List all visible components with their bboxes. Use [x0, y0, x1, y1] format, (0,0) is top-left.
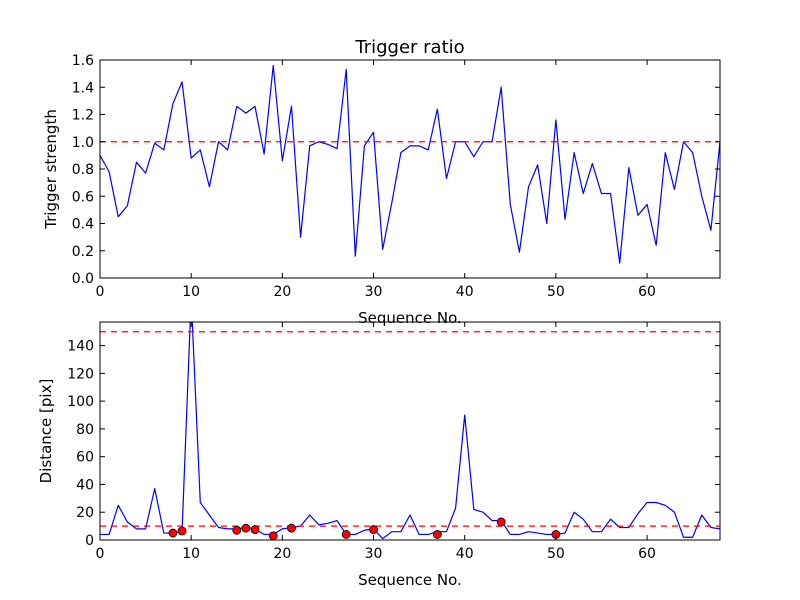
x-tick-label: 40	[456, 546, 474, 562]
marker-point	[287, 523, 296, 533]
y-tick-label: 0.0	[72, 271, 94, 287]
marker-point	[177, 526, 187, 536]
x-tick-label: 40	[456, 284, 474, 300]
y-tick-label: 140	[67, 339, 94, 355]
x-tick-label: 20	[273, 284, 291, 300]
trigger-ratio-chart: 0 10 20 30 40 50 60 0.0 0.2 0.4 0.6 0.8 1.0 1.2 1.4 1.…	[42, 37, 721, 327]
marker-point	[268, 531, 278, 541]
series-line	[100, 64, 720, 264]
marker-point	[496, 517, 506, 527]
plot-frame	[99, 321, 721, 541]
chart-title: Trigger ratio	[354, 37, 464, 58]
y-tick-label: 1.2	[72, 108, 94, 124]
marker-point	[232, 525, 242, 535]
y-tick-label: 80	[76, 422, 94, 438]
y-tick-label: 120	[67, 366, 94, 382]
y-tick-label: 20	[76, 505, 94, 521]
x-tick-label: 0	[96, 284, 105, 300]
marker-point	[168, 528, 178, 538]
y-tick-label: 0.4	[72, 217, 94, 233]
x-tick-label: 50	[547, 284, 565, 300]
y-axis-label: Trigger strength	[42, 109, 60, 230]
x-tick-label: 60	[638, 546, 656, 562]
y-tick-label: 40	[76, 477, 94, 493]
y-tick-label: 0.8	[72, 162, 94, 178]
x-tick-label: 0	[96, 546, 105, 562]
x-tick-label: 60	[638, 284, 656, 300]
y-tick-label: 0.6	[72, 189, 94, 205]
y-axis-label: Distance [pix]	[37, 379, 55, 484]
distance-chart: 0 10 20 30 40 50 60 0 20 40 60 80 100 120 140 Sequenc…	[37, 321, 721, 589]
series-line	[100, 322, 720, 540]
x-tick-label: 10	[182, 546, 200, 562]
marker-point	[341, 530, 351, 539]
x-tick-label: 30	[365, 546, 383, 562]
marker-point	[241, 523, 251, 533]
x-axis-label: Sequence No.	[358, 571, 462, 589]
y-tick-label: 1.0	[72, 135, 94, 151]
marker-point	[432, 530, 442, 539]
y-tick-label: 1.4	[72, 80, 94, 96]
y-tick-label: 0.2	[72, 244, 94, 260]
x-tick-label: 50	[547, 546, 565, 562]
x-tick-label: 30	[365, 284, 383, 300]
y-tick-label: 0	[85, 533, 94, 549]
marker-point	[369, 525, 378, 534]
x-tick-label: 10	[182, 284, 200, 300]
marker-point	[250, 525, 260, 534]
y-tick-label: 100	[67, 394, 94, 410]
y-tick-label: 1.6	[72, 53, 94, 69]
x-tick-label: 20	[273, 546, 291, 562]
y-tick-label: 60	[76, 450, 94, 466]
